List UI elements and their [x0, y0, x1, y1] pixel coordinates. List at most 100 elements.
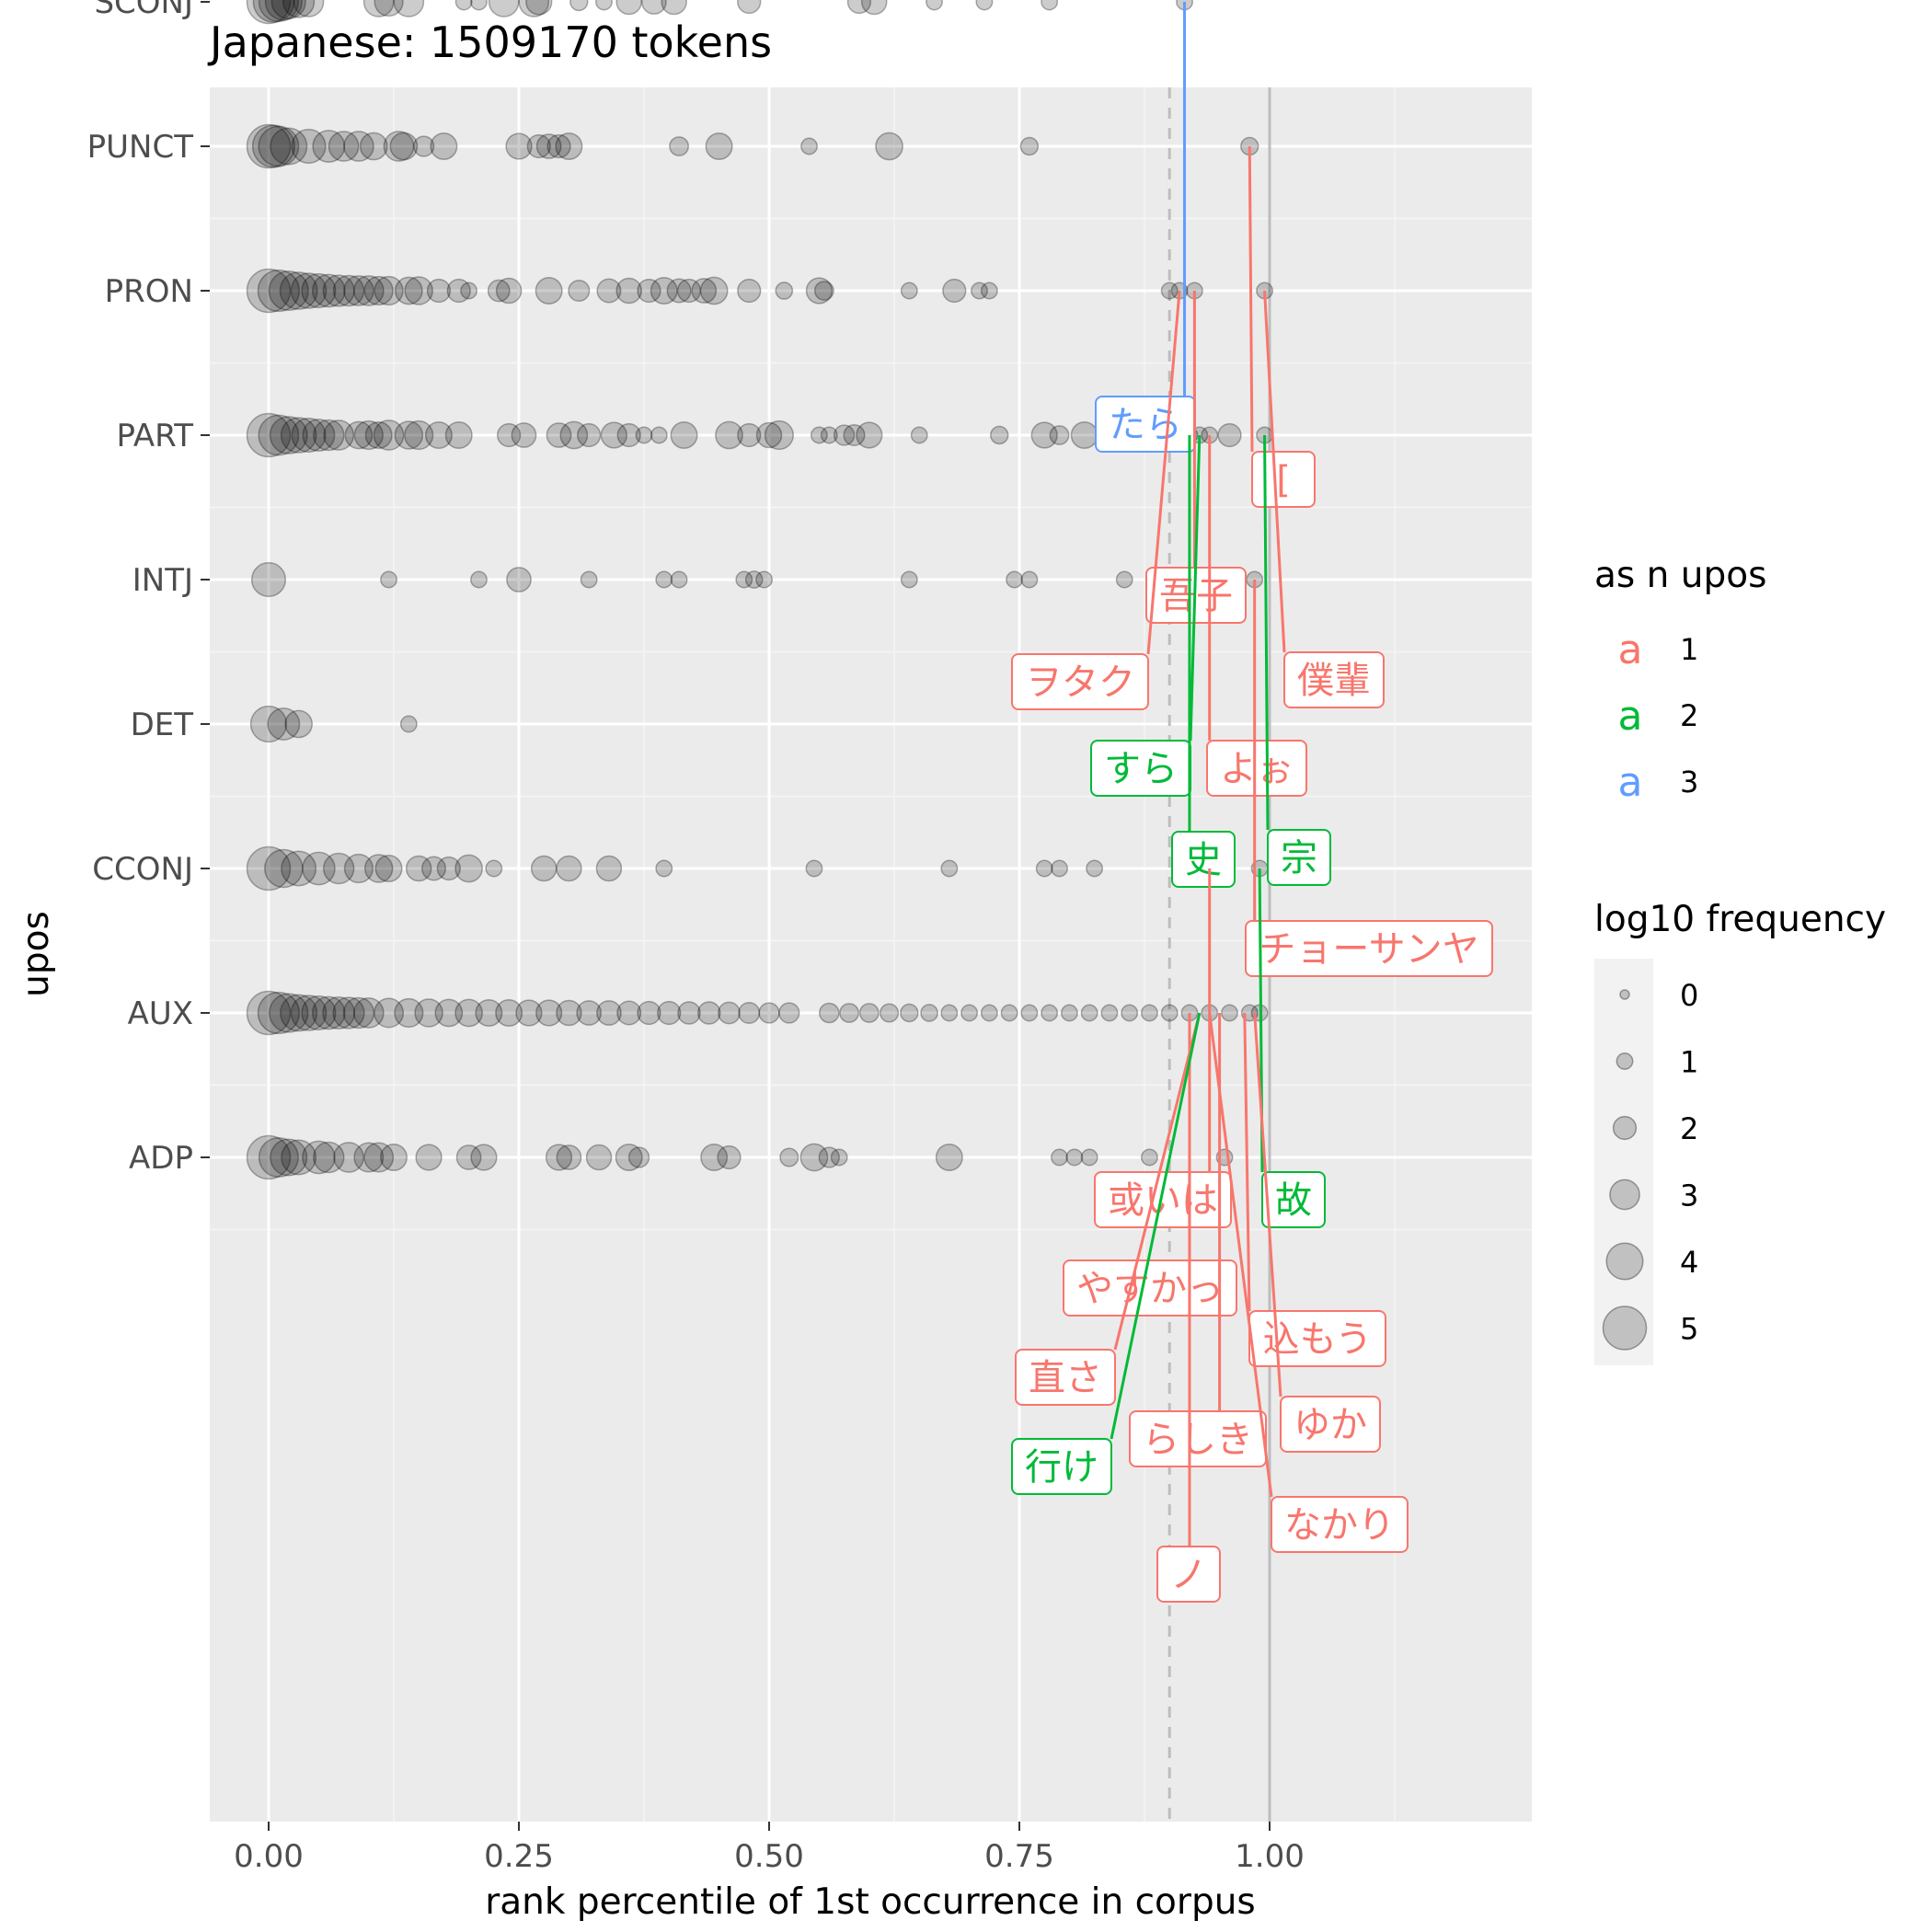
- data-point: [779, 1147, 799, 1167]
- data-point: [545, 1144, 573, 1171]
- data-point: [830, 1148, 848, 1167]
- data-point: [569, 0, 589, 12]
- data-point: [302, 419, 336, 452]
- text-label: 宗: [1263, 434, 1331, 886]
- data-point: [301, 272, 337, 309]
- data-point: [353, 1142, 385, 1173]
- data-point: [1217, 422, 1242, 448]
- data-point: [577, 422, 602, 448]
- data-point: [1020, 570, 1039, 589]
- data-point: [313, 1141, 345, 1174]
- text-labels: たら[吾子ヲタク僕輩すらよぉ史宗チョーサンヤ或いは故やすかっ込もう直さゆからしき…: [1011, 2, 1493, 1603]
- data-point: [421, 856, 447, 881]
- data-point: [353, 420, 384, 451]
- data-point: [535, 999, 563, 1027]
- data-point: [940, 1004, 959, 1022]
- data-point: [311, 995, 346, 1030]
- data-point: [1100, 1004, 1119, 1022]
- data-point: [446, 278, 471, 304]
- data-point: [1000, 1004, 1018, 1022]
- y-tick-label: CCONJ: [92, 851, 193, 888]
- data-point: [833, 424, 856, 446]
- data-point: [311, 273, 346, 308]
- data-point: [1080, 1148, 1098, 1167]
- data-point: [342, 996, 375, 1029]
- data-point: [935, 1144, 963, 1171]
- data-point: [900, 570, 918, 589]
- label-box: [1283, 651, 1385, 708]
- data-point: [1065, 1148, 1084, 1167]
- data-point: [595, 0, 613, 11]
- data-point: [657, 1000, 682, 1026]
- data-point: [363, 854, 394, 883]
- data-point: [975, 0, 994, 11]
- legend-size-label: 4: [1680, 1245, 1698, 1280]
- data-point: [846, 0, 872, 15]
- data-point: [843, 423, 866, 447]
- data-point: [800, 137, 818, 155]
- data-point: [258, 125, 300, 167]
- data-point: [655, 859, 673, 878]
- data-point: [415, 1144, 443, 1171]
- legend-size-key: [1602, 1305, 1648, 1351]
- data-point: [414, 998, 443, 1028]
- text-label: 僕輩: [1263, 290, 1385, 708]
- data-point: [475, 999, 503, 1027]
- label-leader-line: [1113, 1012, 1202, 1351]
- data-point: [880, 1003, 900, 1023]
- data-point: [363, 1142, 395, 1173]
- data-point: [290, 272, 328, 309]
- data-point: [650, 426, 668, 444]
- data-point: [940, 859, 959, 878]
- data-point: [735, 570, 753, 589]
- data-point: [990, 425, 1009, 445]
- text-label: すら: [1090, 434, 1202, 797]
- label-leader-line: [1263, 290, 1286, 653]
- text-label: 行け: [1011, 1012, 1202, 1495]
- data-point: [637, 278, 661, 304]
- text-label: チョーサンヤ: [1245, 580, 1493, 977]
- label-text: なかり: [1284, 1504, 1395, 1547]
- data-point: [556, 855, 582, 882]
- data-point: [670, 421, 698, 449]
- data-point: [343, 131, 374, 162]
- data-point: [352, 997, 385, 1029]
- legend-size-background: [1594, 959, 1653, 1365]
- data-point: [426, 278, 452, 304]
- data-point: [268, 270, 309, 312]
- label-box: [1063, 1259, 1237, 1317]
- label-text: [: [1276, 459, 1291, 501]
- data-point: [281, 850, 317, 887]
- data-point: [270, 1138, 308, 1177]
- data-point: [737, 278, 762, 304]
- x-tick-label: 0.25: [484, 1838, 554, 1875]
- data-point: [328, 131, 360, 162]
- data-point: [1041, 1004, 1059, 1022]
- data-point: [535, 133, 562, 159]
- x-tick-label: 0.75: [984, 1838, 1054, 1875]
- data-point: [705, 132, 733, 160]
- label-text: よぉ: [1220, 748, 1294, 790]
- data-point: [470, 570, 488, 589]
- data-point: [374, 997, 405, 1029]
- data-point: [284, 709, 314, 739]
- data-point: [454, 0, 473, 11]
- data-point: [267, 707, 301, 741]
- data-point: [333, 1142, 364, 1173]
- data-point: [875, 132, 903, 161]
- label-leader-line: [1146, 290, 1181, 655]
- data-point: [526, 133, 551, 159]
- text-label: よぉ: [1206, 435, 1307, 797]
- data-point: [758, 1002, 780, 1024]
- data-point: [291, 417, 327, 454]
- data-point: [700, 1144, 729, 1171]
- data-point: [470, 1144, 498, 1171]
- data-point: [615, 277, 642, 305]
- data-point: [412, 135, 435, 157]
- data-point: [362, 0, 395, 17]
- data-point: [279, 271, 318, 310]
- label-text: 行け: [1025, 1446, 1098, 1489]
- data-point: [650, 277, 678, 305]
- data-point: [810, 426, 828, 444]
- label-leader-line: [1243, 1012, 1251, 1312]
